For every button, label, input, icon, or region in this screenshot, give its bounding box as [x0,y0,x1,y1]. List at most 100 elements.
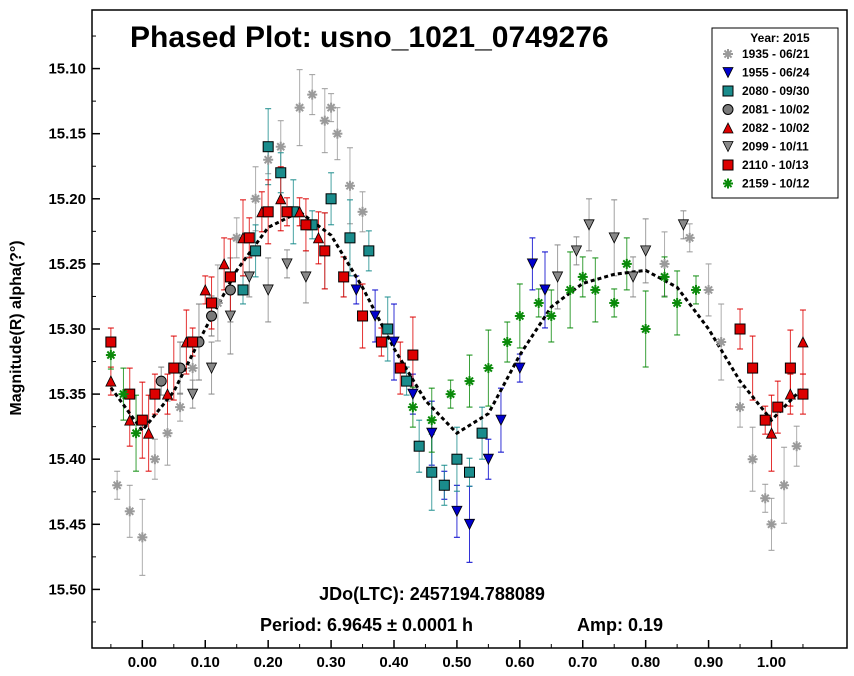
legend-marker [722,122,734,134]
x-tick-label: 0.80 [631,654,660,671]
data-point [319,115,330,126]
legend-marker [722,159,734,171]
data-point [759,414,771,426]
x-axis: 0.00 0.10 0.20 0.30 0.40 0.50 0.60 0.70 0.80 0.90… [110,640,804,671]
data-point [463,518,476,531]
data-point [445,389,456,400]
data-point [224,284,236,296]
data-point [124,506,135,517]
data-point [426,466,438,478]
y-tick-label: 15.30 [48,321,86,338]
data-point [263,154,274,165]
data-point [338,271,350,283]
data-point [275,167,287,179]
data-point [640,245,652,257]
data-point [401,375,413,387]
y-tick-label: 15.10 [48,61,86,78]
legend: Year: 2015 1935 - 06/21 1955 - 06/24 2080 … [711,27,839,199]
data-point [526,258,539,270]
data-point [281,258,293,270]
data-point [413,440,425,452]
data-point [659,258,670,269]
data-point [426,427,438,440]
data-point [747,362,759,374]
x-tick-label: 0.30 [316,654,345,671]
legend-label: 2081 - 10/02 [742,103,810,117]
data-point [218,258,230,270]
data-point [243,271,255,283]
data-point [609,297,620,308]
data-point [375,336,387,348]
data-point [451,453,463,465]
data-point [105,375,117,387]
data-point [765,427,778,439]
data-point [766,519,777,530]
data-point [161,388,174,400]
data-point [551,271,564,283]
data-point [672,297,683,308]
data-point [312,231,325,244]
data-point [791,441,802,452]
legend-title: Year: 2015 [750,31,810,45]
data-point [590,284,601,295]
data-point [407,349,419,361]
y-tick-label: 15.20 [48,191,86,208]
data-point [262,284,274,296]
data-point [300,219,312,231]
data-point [703,284,714,295]
data-point [187,388,199,400]
data-point [779,480,790,491]
data-point [344,232,356,244]
data-point [149,454,160,465]
data-point [546,310,557,321]
legend-label: 2110 - 10/13 [742,158,809,172]
data-point [206,297,218,309]
x-tick-label: 0.40 [379,654,408,671]
x-tick-label: 0.50 [442,654,471,671]
data-point [565,284,576,295]
data-point [797,336,809,348]
data-point [149,388,161,400]
data-point [451,505,463,518]
data-point [205,362,218,374]
x-tick-label: 0.10 [191,654,220,671]
data-point [162,428,173,439]
data-point [684,232,695,243]
data-point [326,102,337,113]
data-point [514,310,525,321]
data-point [760,493,771,504]
legend-marker [722,67,734,79]
data-point [772,401,784,413]
legend-items: 1935 - 06/21 1955 - 06/24 2080 - 09/30 2081… [722,47,810,191]
legend-label: 1955 - 06/24 [742,66,810,80]
data-point [262,141,274,153]
data-point [175,402,186,413]
data-points-layer [105,89,809,543]
legend-marker [723,178,733,189]
data-point [363,245,375,257]
data-point [464,466,475,478]
data-point [137,532,148,543]
data-point [199,284,211,296]
data-point [357,310,369,322]
data-point [281,206,293,218]
data-point [237,284,249,296]
legend-marker [723,49,733,59]
data-point [112,480,123,491]
data-point [570,245,583,257]
data-point [482,453,495,466]
data-point [344,180,355,191]
data-point [224,310,237,322]
x-tick-label: 0.20 [254,654,283,671]
data-point [464,376,475,387]
data-point [350,284,362,296]
data-point [533,297,544,308]
data-point [747,454,758,465]
data-point [250,193,261,204]
y-axis-label: Magnitude(R) alpha(?°) [8,240,25,415]
data-point [735,402,746,413]
data-point [627,271,639,283]
y-tick-label: 15.45 [48,516,86,533]
data-point [640,324,651,334]
data-point [131,428,142,439]
